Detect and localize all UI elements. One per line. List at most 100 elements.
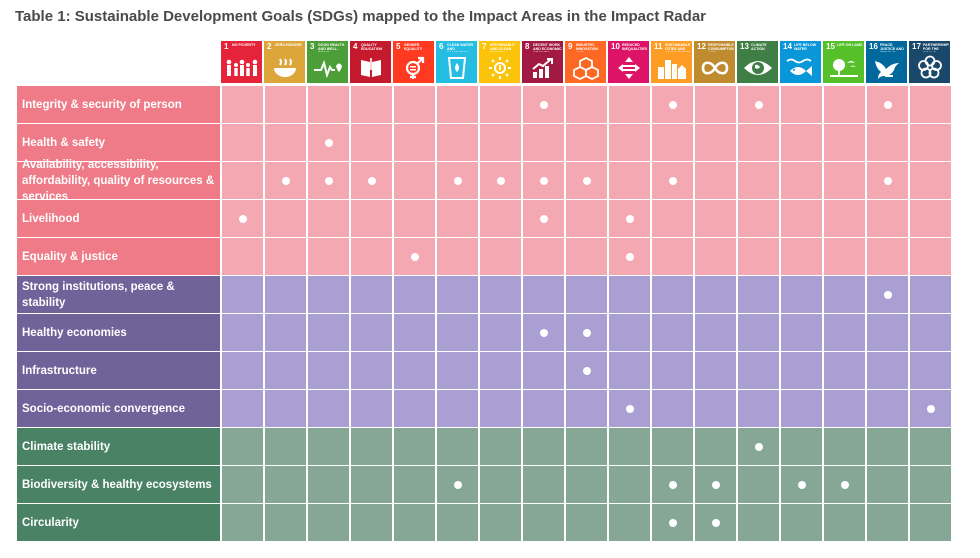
- table-cell-sdg-14: [781, 86, 822, 124]
- table-cell-sdg-16: [867, 124, 908, 162]
- mapping-dot: [668, 480, 677, 489]
- mapping-dot: [539, 100, 548, 109]
- sdg-number: 16: [869, 42, 878, 51]
- table-cell-sdg-4: [351, 162, 392, 200]
- table-cell-sdg-15: [824, 238, 865, 276]
- table-cell-sdg-3: [308, 466, 349, 504]
- sdg-tile-12: 12Responsible consumption and production: [694, 41, 735, 83]
- eye-globe-icon: [737, 55, 778, 81]
- mapping-dot: [582, 176, 591, 185]
- table-cell-sdg-3: [308, 428, 349, 466]
- table-cell-sdg-4: [351, 200, 392, 238]
- sdg-name: Partnerships for the goals: [923, 43, 949, 52]
- flower-rings-icon: [909, 55, 950, 81]
- table-cell-sdg-4: [351, 352, 392, 390]
- table-cell-sdg-8: [523, 124, 564, 162]
- table-cell-sdg-5: [394, 314, 435, 352]
- mapping-dot: [582, 328, 591, 337]
- table-cell-sdg-13: [738, 124, 779, 162]
- table-cell-sdg-7: [480, 162, 521, 200]
- table-cell-sdg-11: [652, 162, 693, 200]
- table-cell-sdg-12: [695, 238, 736, 276]
- table-cell-sdg-9: [566, 200, 607, 238]
- cubes-icon: [565, 55, 606, 81]
- table-cell-sdg-4: [351, 238, 392, 276]
- mapping-dot: [582, 366, 591, 375]
- table-cell-sdg-16: [867, 352, 908, 390]
- mapping-dot: [496, 176, 505, 185]
- dove-icon: [866, 55, 907, 81]
- table-row: Livelihood: [17, 200, 952, 238]
- mapping-dot: [840, 480, 849, 489]
- table-cell-sdg-9: [566, 466, 607, 504]
- impact-area-label: Biodiversity & healthy ecosystems: [17, 466, 220, 504]
- bowl-icon: [264, 55, 305, 81]
- table-cell-sdg-11: [652, 352, 693, 390]
- table-cell-sdg-2: [265, 124, 306, 162]
- table-cell-sdg-15: [824, 504, 865, 542]
- sdg-name: Reduced inequalities: [622, 43, 648, 52]
- sdg-tile-2: 2 Zero hunger: [264, 41, 305, 83]
- sdg-tile-10: 10 Reduced inequalities: [608, 41, 649, 83]
- table-cell-sdg-13: [738, 200, 779, 238]
- impact-area-label: Infrastructure: [17, 352, 220, 390]
- table-cell-sdg-17: [910, 124, 951, 162]
- table-cell-sdg-1: [222, 504, 263, 542]
- table-cell-sdg-10: [609, 162, 650, 200]
- sdg-tile-8: 8Decent work and economic growth: [522, 41, 563, 83]
- book-icon: [350, 55, 391, 81]
- table-cell-sdg-3: [308, 86, 349, 124]
- table-cell-sdg-1: [222, 390, 263, 428]
- sdg-tile-17: 17Partnerships for the goals: [909, 41, 950, 83]
- table-cell-sdg-12: [695, 162, 736, 200]
- table-cell-sdg-11: [652, 390, 693, 428]
- water-glass-icon: [436, 55, 477, 81]
- table-cell-sdg-7: [480, 86, 521, 124]
- table-cell-sdg-14: [781, 390, 822, 428]
- table-cell-sdg-7: [480, 428, 521, 466]
- table-cell-sdg-17: [910, 352, 951, 390]
- table-cell-sdg-15: [824, 162, 865, 200]
- fish-icon: [780, 55, 821, 81]
- table-cell-sdg-11: [652, 124, 693, 162]
- table-cell-sdg-15: [824, 200, 865, 238]
- table-cell-sdg-9: [566, 504, 607, 542]
- table-cell-sdg-13: [738, 390, 779, 428]
- mapping-dot: [668, 100, 677, 109]
- table-cell-sdg-3: [308, 504, 349, 542]
- table-cell-sdg-5: [394, 276, 435, 314]
- table-cell-sdg-5: [394, 390, 435, 428]
- table-cell-sdg-8: [523, 162, 564, 200]
- sdg-tile-13: 13 Climate action: [737, 41, 778, 83]
- table-title: Table 1: Sustainable Development Goals (…: [15, 8, 706, 25]
- table-cell-sdg-4: [351, 466, 392, 504]
- mapping-dot: [453, 176, 462, 185]
- table-row: Climate stability: [17, 428, 952, 466]
- table-cell-sdg-14: [781, 162, 822, 200]
- sdg-number: 13: [740, 42, 749, 51]
- people-icon: [221, 55, 262, 81]
- table-cell-sdg-2: [265, 390, 306, 428]
- table-cell-sdg-5: [394, 504, 435, 542]
- table-cell-sdg-6: [437, 86, 478, 124]
- table-cell-sdg-17: [910, 86, 951, 124]
- table-cell-sdg-2: [265, 466, 306, 504]
- table-cell-sdg-6: [437, 352, 478, 390]
- table-cell-sdg-16: [867, 390, 908, 428]
- table-cell-sdg-6: [437, 504, 478, 542]
- table-cell-sdg-12: [695, 124, 736, 162]
- impact-area-label: Strong institutions, peace & stability: [17, 276, 220, 314]
- table-cell-sdg-14: [781, 276, 822, 314]
- sdg-number: 15: [826, 42, 835, 51]
- table-cell-sdg-12: [695, 200, 736, 238]
- table-cell-sdg-2: [265, 314, 306, 352]
- table-cell-sdg-3: [308, 390, 349, 428]
- table-cell-sdg-8: [523, 390, 564, 428]
- table-cell-sdg-13: [738, 314, 779, 352]
- table-cell-sdg-12: [695, 466, 736, 504]
- table-cell-sdg-1: [222, 86, 263, 124]
- growth-chart-icon: [522, 55, 563, 81]
- table-cell-sdg-10: [609, 276, 650, 314]
- sdg-tile-14: 14 Life below water: [780, 41, 821, 83]
- table-cell-sdg-15: [824, 352, 865, 390]
